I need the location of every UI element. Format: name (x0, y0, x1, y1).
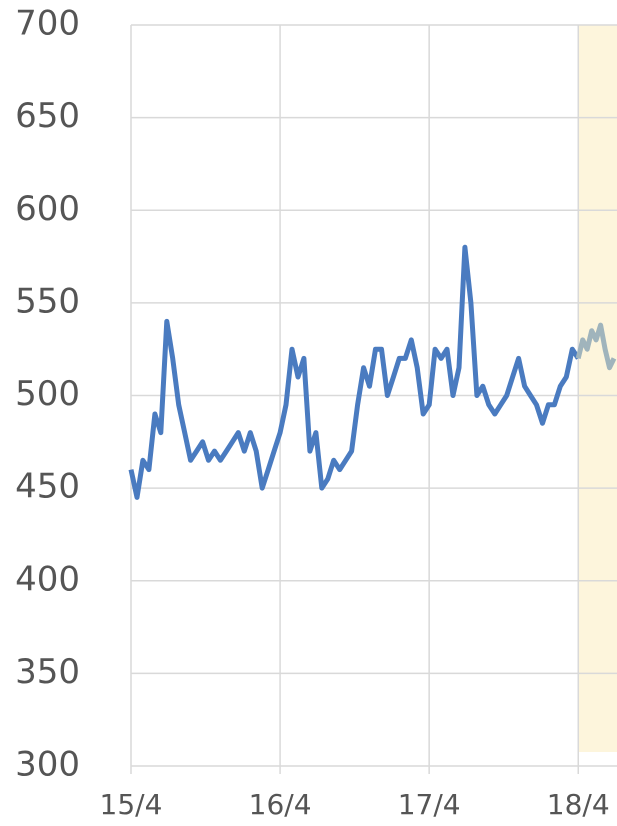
x-tick-label: 15/4 (100, 788, 163, 821)
y-tick-label: 450 (15, 467, 80, 507)
series-line (128, 244, 581, 500)
x-tick-label: 16/4 (249, 788, 312, 821)
y-tick-label: 550 (15, 281, 80, 321)
y-tick-label: 400 (15, 559, 80, 599)
series-line (575, 322, 617, 371)
y-tick-label: 300 (15, 745, 80, 785)
x-tick-label: 18/4 (547, 788, 610, 821)
y-tick-label: 700 (15, 4, 80, 44)
x-tick-label: 17/4 (398, 788, 461, 821)
y-tick-label: 500 (15, 374, 80, 414)
y-tick-label: 600 (15, 189, 80, 229)
forecast-band (578, 25, 617, 752)
y-tick-label: 350 (15, 652, 80, 692)
y-tick-label: 650 (15, 96, 80, 136)
